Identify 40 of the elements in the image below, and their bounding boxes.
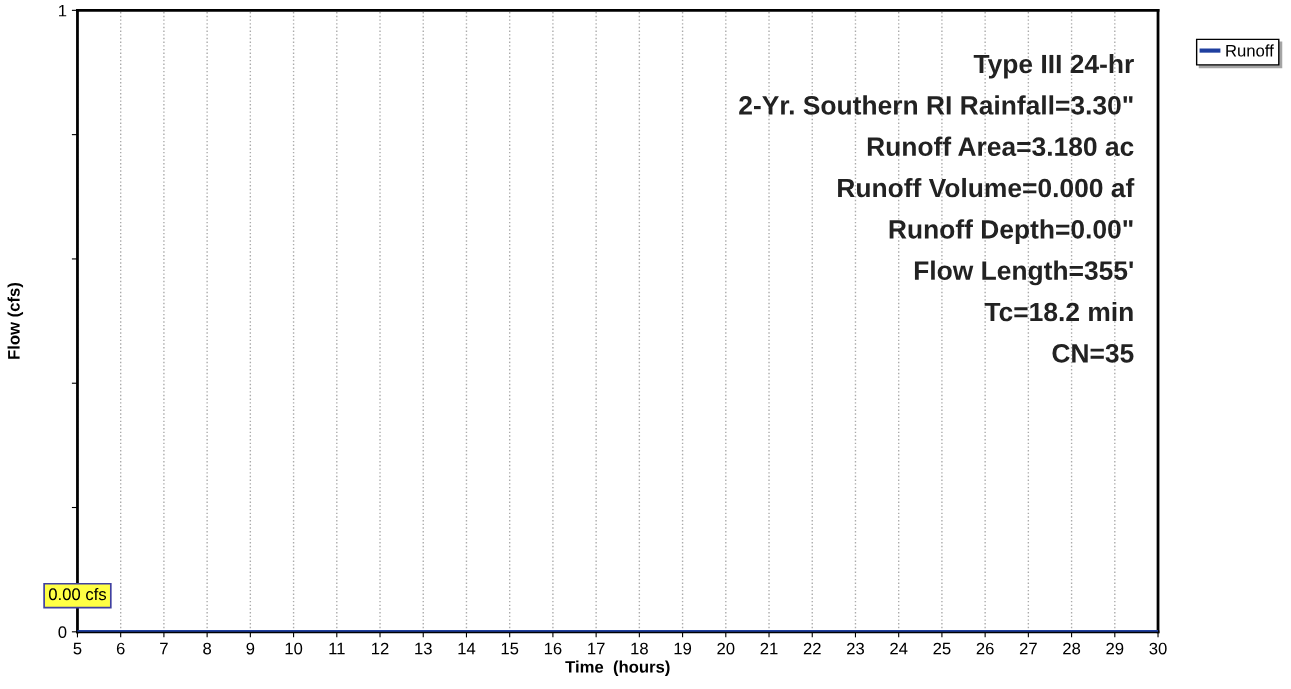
x-tick-label: 29 <box>1106 642 1124 655</box>
x-tick-label: 27 <box>1019 642 1037 655</box>
x-tick-label: 5 <box>73 642 82 655</box>
x-tick-label: 17 <box>588 642 605 655</box>
x-axis-title: Time (hours) <box>565 660 670 677</box>
x-tick-label: 21 <box>760 642 778 655</box>
y-tick-label: 1 <box>59 4 67 17</box>
x-tick-label: 8 <box>203 642 212 655</box>
x-tick-label: 14 <box>458 642 476 655</box>
annotation: 2-Yr. Southern RI Rainfall=3.30" <box>739 95 1133 115</box>
annotation: Type III 24-hr <box>973 53 1134 79</box>
x-tick-label: 22 <box>803 642 821 655</box>
y-tick-label: 0 <box>58 626 67 639</box>
annotation: Flow Length=355' <box>914 260 1133 286</box>
x-tick-label: 15 <box>501 642 519 655</box>
annotation: CN=35 <box>1052 343 1134 363</box>
x-tick-label: 26 <box>976 642 994 655</box>
x-tick-label: 28 <box>1063 642 1081 655</box>
x-tick-label: 7 <box>160 642 168 655</box>
x-tick-label: 25 <box>933 642 951 655</box>
annotation: Runoff Depth=0.00" <box>889 219 1133 244</box>
legend-label: Runoff <box>1226 44 1274 57</box>
y-axis-title: Flow (cfs) <box>7 283 24 359</box>
x-tick-label: 18 <box>631 642 648 655</box>
x-tick-label: 23 <box>847 642 865 655</box>
x-tick-label: 9 <box>246 642 255 655</box>
x-tick-label: 20 <box>717 642 735 655</box>
x-tick-label: 13 <box>415 642 432 655</box>
x-tick-label: 10 <box>285 642 303 655</box>
x-tick-label: 12 <box>372 642 389 655</box>
x-tick-label: 24 <box>890 642 908 655</box>
annotation: Runoff Volume=0.000 af <box>838 177 1135 198</box>
x-tick-label: 16 <box>544 642 562 655</box>
annotation: Runoff Area=3.180 ac <box>867 136 1134 157</box>
annotation: 0.00 cfs <box>48 587 107 601</box>
annotation: Tc=18.2 min <box>984 301 1133 322</box>
x-tick-label: 30 <box>1149 642 1167 655</box>
x-tick-label: 19 <box>674 642 692 655</box>
x-tick-label: 11 <box>329 642 345 655</box>
x-tick-label: 6 <box>116 642 125 655</box>
